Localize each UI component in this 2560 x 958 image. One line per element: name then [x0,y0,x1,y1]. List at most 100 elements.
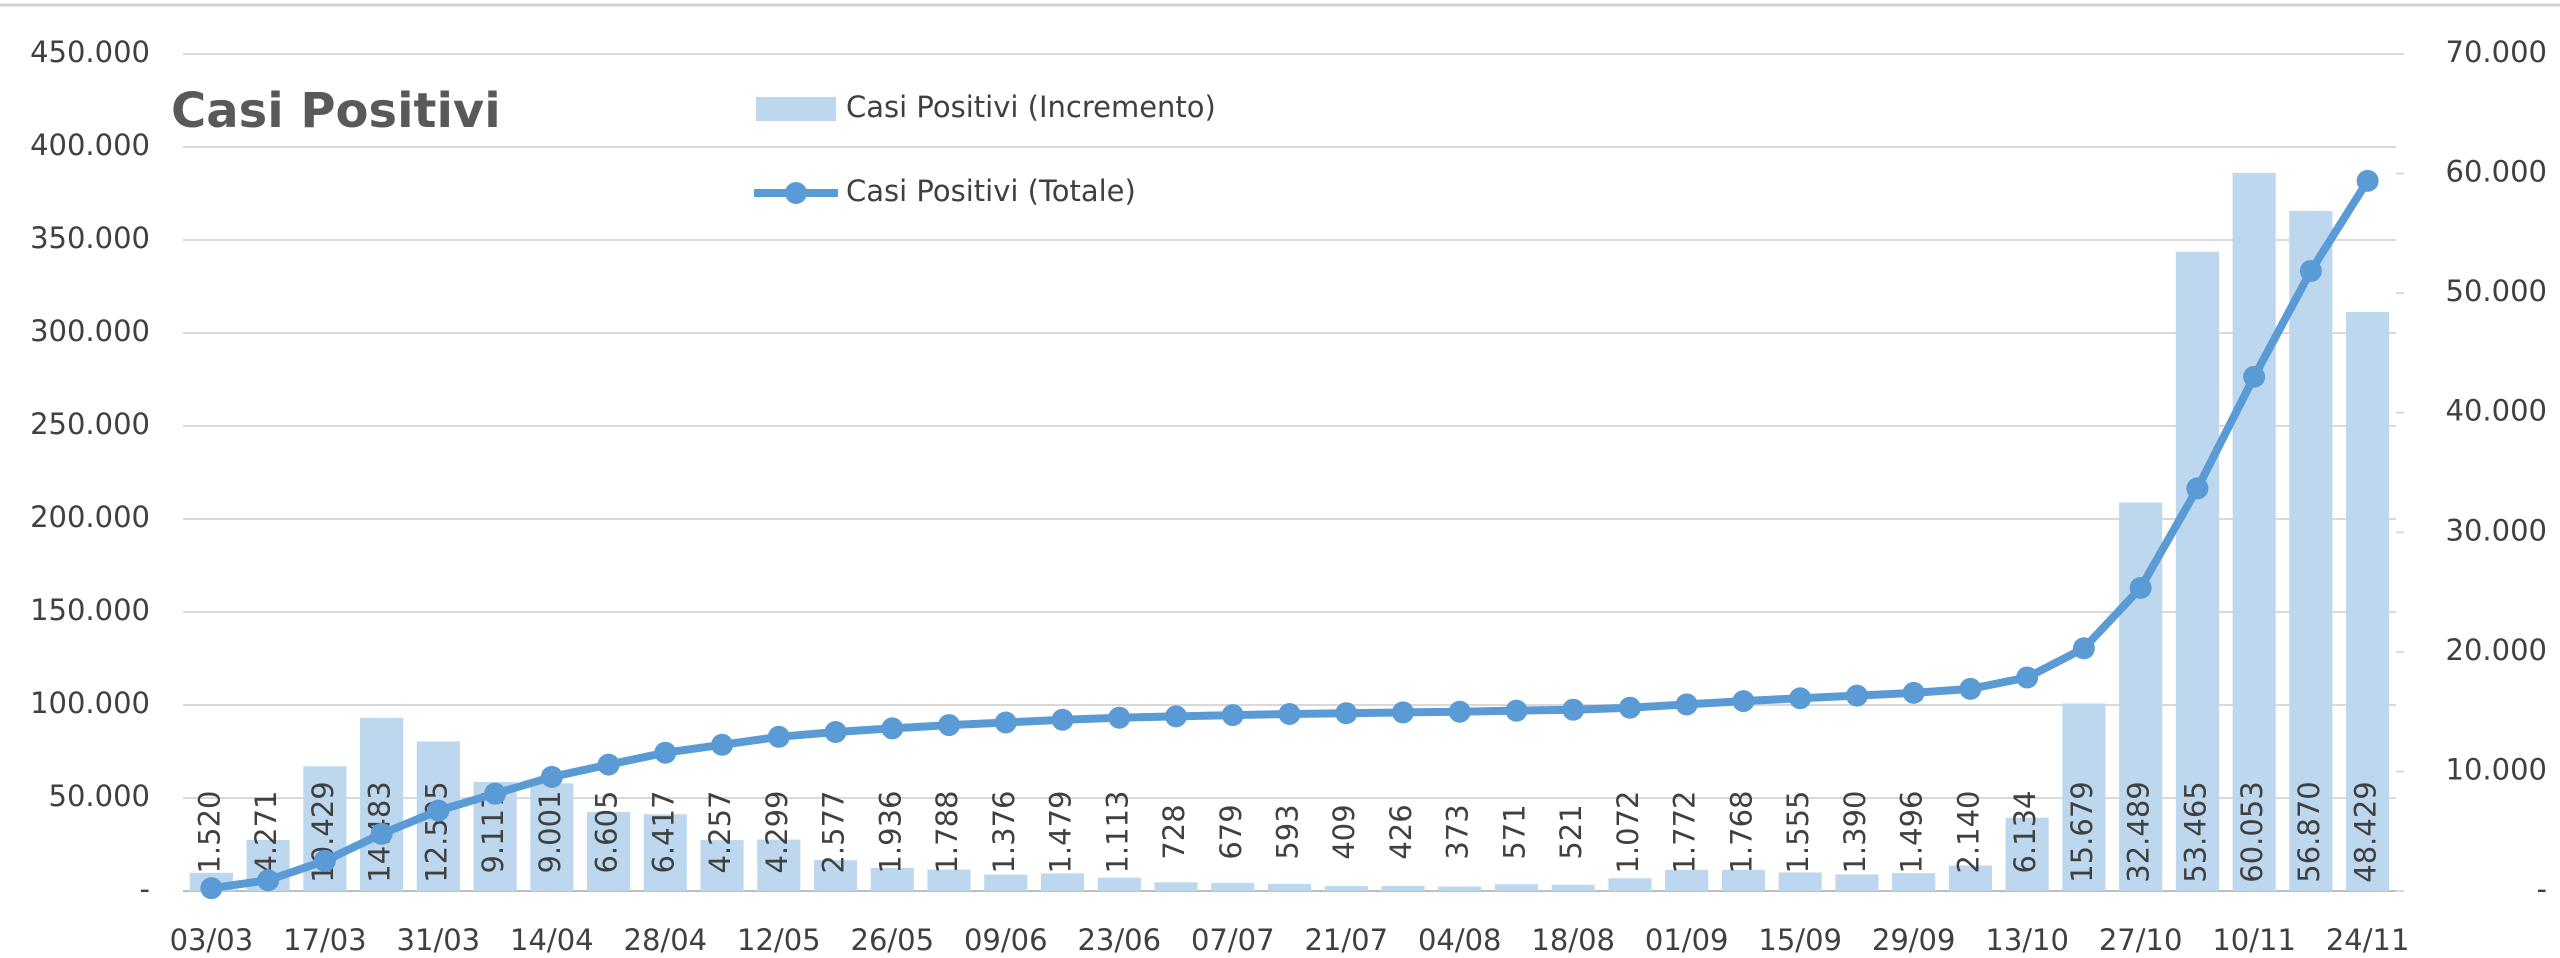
y-tick-label: 300.000 [30,314,150,348]
data-label: 6.605 [590,790,624,873]
y-tick-label: - [140,872,150,906]
bar [643,814,687,891]
point [2129,576,2152,599]
bar [2062,703,2106,891]
x-tick-label: 18/08 [1531,923,1615,957]
bar [1438,886,1482,891]
x-tick-label: 21/07 [1304,923,1388,957]
point [2243,365,2266,388]
line [210,178,2372,893]
point [2016,666,2039,689]
bar [1097,877,1141,891]
y2-tick-label: - [2537,872,2547,906]
data-label: 1.113 [1100,790,1134,873]
y-tick-label: 50.000 [49,779,150,813]
point [370,822,393,845]
point [2186,477,2209,500]
bar [870,867,914,891]
x-tick-label: 28/04 [624,923,708,957]
data-label: 409 [1327,804,1361,859]
data-label: 9.001 [533,790,567,873]
data-label: 12.505 [419,781,453,882]
bar [2175,251,2219,891]
data-label: 521 [1554,804,1588,859]
point [1051,708,1074,731]
bar [1721,869,1766,891]
bar [813,860,858,891]
data-label: 32.489 [2122,781,2156,882]
data-label: 53.465 [2178,781,2212,882]
y2-tick-label: 70.000 [2446,35,2547,69]
data-label: 1.376 [987,790,1021,873]
point [1165,705,1188,728]
point [1675,693,1698,716]
bar [1494,884,1539,891]
y-tick-label: 150.000 [30,593,150,627]
y-tick-label: 200.000 [30,500,150,534]
point [824,721,847,744]
bar [1892,873,1936,891]
bar [587,812,631,891]
x-tick-label: 29/09 [1872,923,1956,957]
data-label: 56.870 [2292,781,2326,882]
bar [1551,884,1595,891]
data-label: 571 [1497,804,1531,859]
y-tick-label: 400.000 [30,128,150,162]
bar [1778,872,1822,891]
data-label: 48.429 [2349,781,2383,882]
legend-label: Casi Positivi (Incremento) [846,90,1216,124]
data-label: 373 [1441,804,1475,859]
data-label: 15.679 [2065,781,2099,882]
data-label: 2.577 [817,790,851,873]
bar [530,783,574,891]
y2-tick-label: 40.000 [2446,394,2547,428]
y2-tick-label: 30.000 [2446,513,2547,547]
y2-tick-label: 20.000 [2446,633,2547,667]
data-label: 1.788 [930,790,964,873]
y-tick-label: 350.000 [30,221,150,255]
point [313,849,336,872]
point [881,717,904,740]
bar [2346,311,2390,892]
bar [1381,885,1425,891]
bar [1665,869,1709,891]
x-tick-label: 13/10 [1985,923,2069,957]
point [711,733,734,756]
data-label: 2.140 [1951,790,1985,873]
x-tick-label: 24/11 [2326,923,2410,957]
x-tick-label: 10/11 [2212,923,2296,957]
data-label: 593 [1271,804,1305,859]
point [597,753,620,776]
point [427,799,450,822]
data-label: 6.134 [2008,790,2042,873]
data-label: 4.257 [703,790,737,873]
y-tick-label: 250.000 [30,407,150,441]
point [2356,169,2379,192]
point [1335,702,1358,725]
data-label: 1.072 [1611,790,1645,873]
x-tick-label: 14/04 [510,923,594,957]
point [938,714,961,737]
bar [2232,172,2276,892]
point [1391,701,1414,724]
data-label: 1.555 [1781,790,1815,873]
bar [1267,883,1312,891]
bar [1948,865,1992,891]
bar [2005,817,2049,891]
point [2072,637,2095,660]
y-tick-label: 450.000 [30,35,150,69]
legend-label: Casi Positivi (Totale) [846,174,1136,208]
point [1902,681,1925,704]
point [200,877,223,900]
point [1108,706,1131,729]
x-tick-label: 04/08 [1418,923,1502,957]
y-tick-label: 100.000 [30,686,150,720]
point [257,869,280,892]
point [1448,700,1471,723]
data-label: 1.390 [1838,790,1872,873]
bar [1211,882,1255,891]
x-tick-label: 17/03 [283,923,367,957]
point [484,782,507,805]
y2-tick-label: 10.000 [2446,752,2547,786]
